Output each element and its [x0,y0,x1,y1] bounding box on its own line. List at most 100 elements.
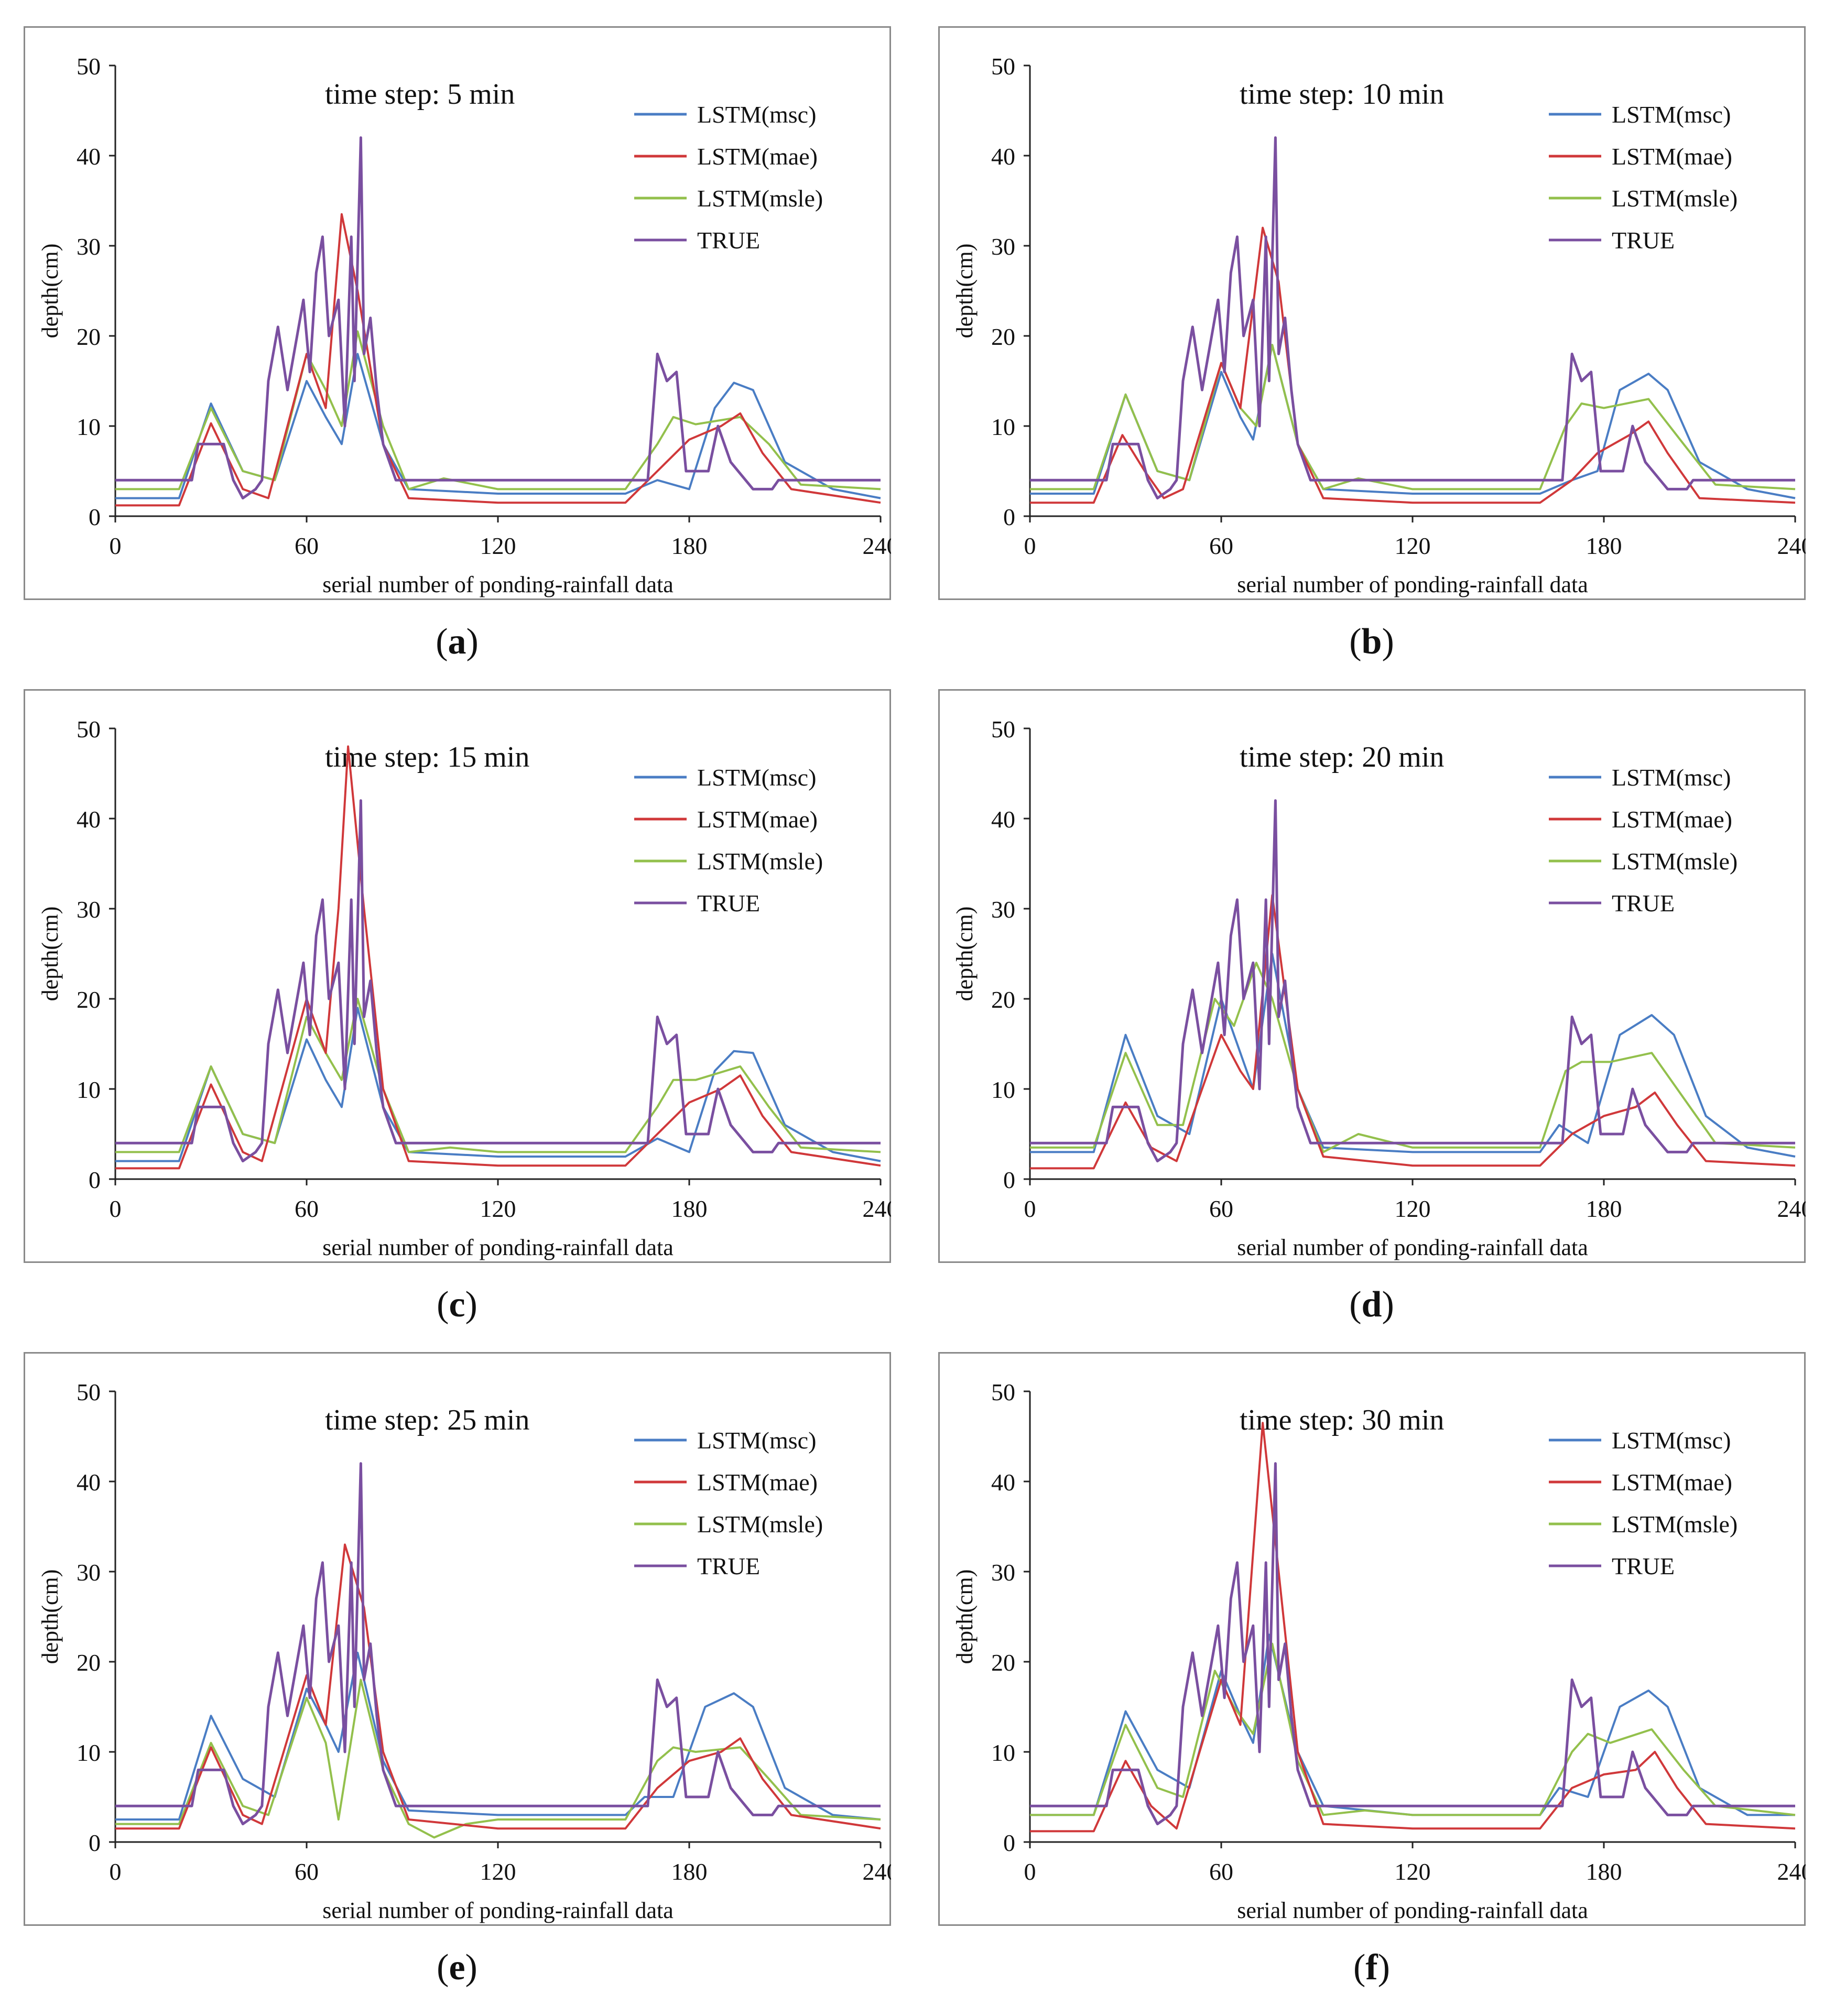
y-tick-label: 50 [991,716,1015,743]
legend-label-mse: LSTM(msc) [697,101,816,128]
x-tick-label: 180 [1586,532,1622,559]
x-tick-label: 60 [295,1858,319,1885]
chart-panel-b: 0 10 20 30 40 50 0 60 120 180 240 serial number of … [938,26,1806,600]
x-tick-label: 240 [1777,1195,1806,1222]
y-tick-label: 30 [77,1559,101,1586]
y-tick-label: 20 [991,1649,1015,1676]
legend-label-mae: LSTM(mae) [697,143,818,170]
y-tick-label: 10 [77,413,101,440]
legend-label-mse: LSTM(msc) [697,764,816,791]
chart-svg: 0 10 20 30 40 50 0 60 120 180 240 serial number of … [938,26,1806,600]
x-tick-label: 60 [1209,1195,1233,1222]
y-axis-label: depth(cm) [952,244,978,339]
chart-frame [24,26,891,600]
y-tick-label: 40 [991,806,1015,833]
chart-panel-f: 0 10 20 30 40 50 0 60 120 180 240 serial number of … [938,1352,1806,1926]
y-tick-label: 50 [77,53,101,80]
series-line-true [115,799,881,1163]
time-step-annotation: time step: 30 min [1240,1404,1444,1436]
time-step-annotation: time step: 5 min [325,78,515,111]
legend-label-mae: LSTM(mae) [697,806,818,833]
y-tick-label: 10 [77,1076,101,1103]
y-tick-label: 40 [991,143,1015,170]
legend-label-mse: LSTM(msc) [697,1427,816,1454]
x-tick-label: 120 [1395,1858,1431,1885]
y-tick-label: 0 [1003,504,1015,530]
x-tick-label: 0 [1024,1195,1036,1222]
legend-label-mae: LSTM(mae) [1612,143,1732,170]
x-tick-label: 0 [110,532,122,559]
chart-panel-c: 0 10 20 30 40 50 0 60 120 180 240 serial number of … [24,689,891,1263]
series-line-msle [1030,962,1796,1153]
y-axis-label: depth(cm) [37,1570,63,1664]
legend-label-true: TRUE [1612,890,1675,917]
chart-svg: 0 10 20 30 40 50 0 60 120 180 240 serial number of … [938,1352,1806,1926]
x-tick-label: 120 [1395,532,1431,559]
series-line-msle [115,998,881,1153]
y-tick-label: 0 [89,1167,101,1193]
chart-svg: 0 10 20 30 40 50 0 60 120 180 240 serial number of … [24,689,891,1263]
x-tick-label: 240 [863,1195,892,1222]
series-line-true [1030,1462,1795,1826]
x-tick-label: 60 [1209,1858,1233,1885]
x-tick-label: 240 [863,1858,892,1885]
y-tick-label: 40 [991,1469,1015,1496]
y-tick-label: 30 [77,896,101,923]
series-line-mse [1030,953,1796,1158]
legend-label-mae: LSTM(mae) [697,1469,818,1496]
x-tick-label: 120 [480,1195,516,1222]
x-tick-label: 0 [110,1195,122,1222]
y-axis-label: depth(cm) [37,907,63,1001]
legend-label-msle: LSTM(msle) [1612,1511,1738,1538]
y-tick-label: 20 [991,986,1015,1013]
y-tick-label: 20 [77,323,101,350]
caption-d: (d) [1349,1284,1394,1325]
x-tick-label: 0 [110,1858,122,1885]
x-tick-label: 240 [863,532,892,559]
chart-panel-d: 0 10 20 30 40 50 0 60 120 180 240 serial number of … [938,689,1806,1263]
y-tick-label: 50 [77,1379,101,1405]
chart-frame [24,689,891,1263]
series-line-msle [115,1679,881,1839]
legend-label-true: TRUE [1612,1553,1675,1579]
x-tick-label: 120 [1395,1195,1431,1222]
legend-label-mse: LSTM(msc) [1612,101,1731,128]
x-axis-label: serial number of ponding-rainfall data [1237,572,1588,597]
chart-frame [938,26,1806,600]
series-line-true [1030,799,1795,1163]
series-line-true [1030,136,1795,500]
legend-label-true: TRUE [1612,227,1675,254]
y-tick-label: 20 [77,986,101,1013]
y-axis-label: depth(cm) [37,244,63,339]
legend-label-msle: LSTM(msle) [697,1511,823,1538]
x-tick-label: 240 [1777,532,1806,559]
x-tick-label: 180 [671,1195,708,1222]
caption-b: (b) [1349,622,1394,662]
y-tick-label: 30 [991,1559,1015,1586]
time-step-annotation: time step: 15 min [325,741,529,773]
x-tick-label: 60 [295,1195,319,1222]
x-tick-label: 120 [480,1858,516,1885]
series-line-msle [1030,344,1796,491]
series-line-msle [1030,1642,1796,1816]
series-line-mae [115,213,881,507]
x-tick-label: 60 [295,532,319,559]
chart-frame [938,1352,1806,1926]
caption-f: (f) [1353,1947,1390,1988]
y-tick-label: 0 [89,1829,101,1856]
y-tick-label: 40 [77,806,101,833]
time-step-annotation: time step: 25 min [325,1404,529,1436]
x-axis-label: serial number of ponding-rainfall data [1237,1235,1588,1260]
chart-svg: 0 10 20 30 40 50 0 60 120 180 240 serial number of … [938,689,1806,1263]
x-axis-label: serial number of ponding-rainfall data [322,572,674,597]
x-tick-label: 120 [480,532,516,559]
x-tick-label: 0 [1024,532,1036,559]
legend-label-mae: LSTM(mae) [1612,806,1732,833]
y-tick-label: 50 [77,716,101,743]
y-axis-label: depth(cm) [952,907,978,1001]
x-tick-label: 240 [1777,1858,1806,1885]
series-line-true [115,1462,881,1826]
series-line-true [115,136,881,500]
y-tick-label: 30 [991,896,1015,923]
series-line-mae [1030,1422,1796,1833]
